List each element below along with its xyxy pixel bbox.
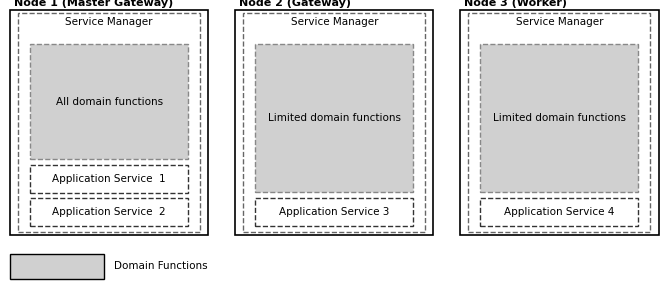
Bar bbox=[460, 10, 659, 235]
Text: Service Manager: Service Manager bbox=[515, 17, 603, 27]
Bar bbox=[480, 44, 638, 192]
Text: Limited domain functions: Limited domain functions bbox=[493, 113, 626, 123]
Bar bbox=[243, 13, 425, 232]
Bar bbox=[30, 198, 188, 226]
Text: Application Service  2: Application Service 2 bbox=[52, 207, 166, 217]
Text: Domain Functions: Domain Functions bbox=[114, 261, 208, 272]
Bar bbox=[30, 165, 188, 193]
Bar bbox=[255, 198, 413, 226]
Text: Node 1 (Master Gateway): Node 1 (Master Gateway) bbox=[14, 0, 173, 8]
Bar bbox=[480, 198, 638, 226]
Bar bbox=[468, 13, 650, 232]
Bar bbox=[30, 44, 188, 159]
Text: Node 3 (Worker): Node 3 (Worker) bbox=[464, 0, 567, 8]
Text: Service Manager: Service Manager bbox=[65, 17, 153, 27]
Bar bbox=[235, 10, 433, 235]
Bar bbox=[10, 10, 208, 235]
Text: All domain functions: All domain functions bbox=[56, 96, 163, 107]
Bar bbox=[18, 13, 200, 232]
Text: Limited domain functions: Limited domain functions bbox=[268, 113, 401, 123]
Bar bbox=[255, 44, 413, 192]
Bar bbox=[10, 254, 104, 279]
Text: Application Service 3: Application Service 3 bbox=[279, 207, 390, 217]
Text: Application Service  1: Application Service 1 bbox=[52, 174, 166, 184]
Text: Application Service 4: Application Service 4 bbox=[504, 207, 615, 217]
Text: Node 2 (Gateway): Node 2 (Gateway) bbox=[239, 0, 351, 8]
Text: Service Manager: Service Manager bbox=[290, 17, 378, 27]
